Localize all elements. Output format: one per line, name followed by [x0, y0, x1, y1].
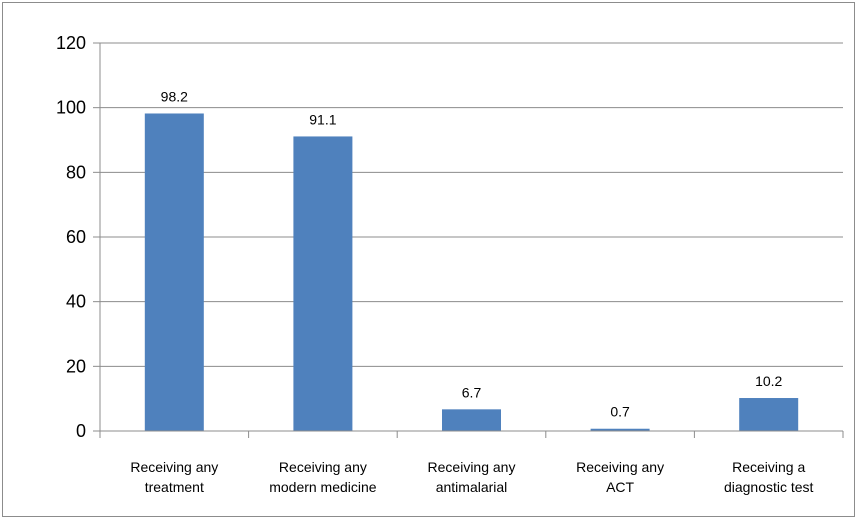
- y-tick-label: 60: [66, 227, 86, 247]
- category-label: Receiving any: [130, 459, 218, 475]
- category-label: Receiving any: [576, 459, 664, 475]
- data-label-2: 91.1: [309, 111, 336, 127]
- y-tick-label: 120: [56, 33, 86, 53]
- category-label: treatment: [145, 479, 204, 495]
- x-axis: Receiving any treatment Receiving any moder…: [99, 430, 844, 495]
- y-tick-label: 20: [66, 356, 86, 376]
- category-label: Receiving a: [732, 459, 805, 475]
- y-tick-label: 80: [66, 162, 86, 182]
- y-tick-label: 40: [66, 292, 86, 312]
- category-label: modern medicine: [269, 479, 377, 495]
- data-labels: 98.2 91.1 6.7 0.7 10.2: [161, 88, 783, 419]
- category-label: diagnostic test: [724, 479, 814, 495]
- category-label: Receiving any: [428, 459, 516, 475]
- bar-3: [442, 409, 501, 431]
- y-axis: 0 20 40 60 80 100 120: [56, 33, 101, 441]
- gridlines: [100, 42, 843, 367]
- data-label-1: 98.2: [161, 88, 188, 104]
- bar-2: [293, 136, 353, 431]
- category-label: ACT: [606, 479, 634, 495]
- data-label-3: 6.7: [462, 384, 482, 400]
- data-label-5: 10.2: [755, 373, 782, 389]
- data-label-4: 0.7: [610, 404, 630, 420]
- bars: [144, 113, 799, 431]
- y-tick-label: 100: [56, 98, 86, 118]
- category-label: Receiving any: [279, 459, 367, 475]
- bar-1: [144, 113, 204, 431]
- category-label: antimalarial: [436, 479, 508, 495]
- y-tick-label: 0: [76, 421, 86, 441]
- bar-4: [590, 428, 650, 431]
- bar-5: [739, 398, 799, 431]
